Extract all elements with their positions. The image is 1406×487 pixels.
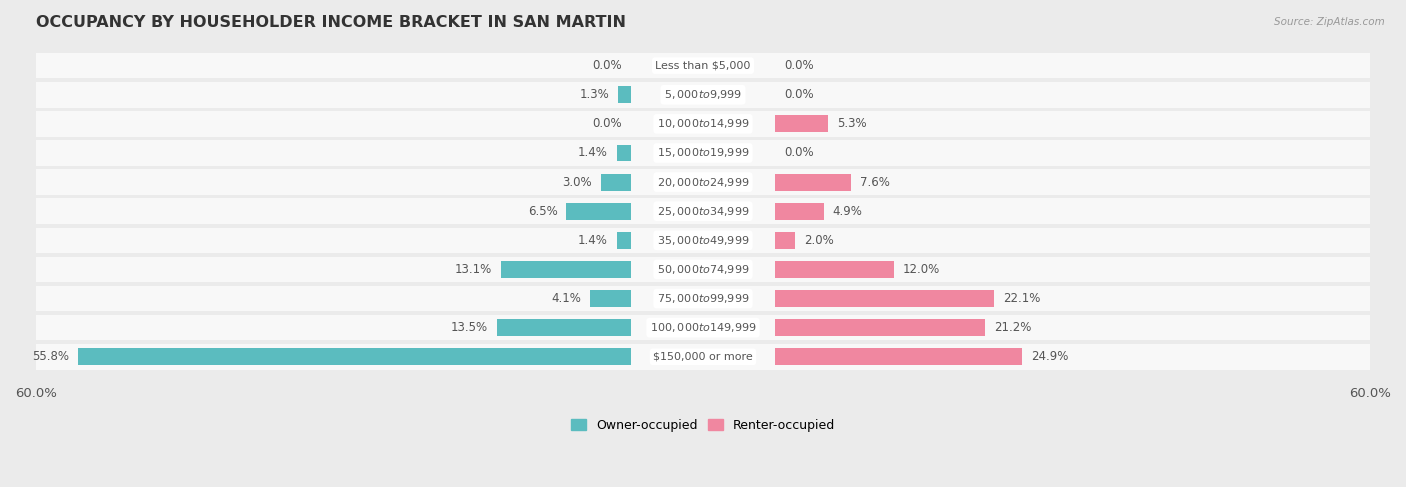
Text: 1.4%: 1.4% — [578, 147, 607, 159]
Text: 24.9%: 24.9% — [1031, 350, 1069, 363]
Bar — [37, 169, 1369, 195]
Bar — [617, 145, 631, 161]
Bar — [37, 286, 1369, 311]
Text: 7.6%: 7.6% — [859, 176, 890, 188]
Bar — [37, 53, 1369, 78]
Text: $50,000 to $74,999: $50,000 to $74,999 — [657, 263, 749, 276]
Text: OCCUPANCY BY HOUSEHOLDER INCOME BRACKET IN SAN MARTIN: OCCUPANCY BY HOUSEHOLDER INCOME BRACKET … — [37, 15, 626, 30]
Text: 1.4%: 1.4% — [578, 234, 607, 247]
Text: 21.2%: 21.2% — [994, 321, 1032, 334]
Bar — [600, 174, 631, 190]
Text: 0.0%: 0.0% — [785, 59, 814, 72]
Text: $15,000 to $19,999: $15,000 to $19,999 — [657, 147, 749, 159]
Text: 0.0%: 0.0% — [785, 147, 814, 159]
Bar — [77, 348, 631, 365]
Text: 0.0%: 0.0% — [785, 88, 814, 101]
Legend: Owner-occupied, Renter-occupied: Owner-occupied, Renter-occupied — [567, 413, 839, 437]
Text: 1.3%: 1.3% — [579, 88, 609, 101]
Text: $75,000 to $99,999: $75,000 to $99,999 — [657, 292, 749, 305]
Text: 2.0%: 2.0% — [804, 234, 834, 247]
Text: $10,000 to $14,999: $10,000 to $14,999 — [657, 117, 749, 131]
Bar — [37, 82, 1369, 108]
Bar — [567, 203, 631, 220]
Bar — [591, 290, 631, 307]
Bar — [775, 232, 794, 249]
Bar — [37, 344, 1369, 370]
Text: 4.1%: 4.1% — [551, 292, 581, 305]
Bar — [37, 111, 1369, 137]
Bar — [775, 348, 1022, 365]
Text: 5.3%: 5.3% — [837, 117, 866, 131]
Text: $35,000 to $49,999: $35,000 to $49,999 — [657, 234, 749, 247]
Text: Source: ZipAtlas.com: Source: ZipAtlas.com — [1274, 17, 1385, 27]
Text: 0.0%: 0.0% — [592, 59, 621, 72]
Bar — [37, 198, 1369, 224]
Bar — [501, 261, 631, 278]
Text: 22.1%: 22.1% — [1004, 292, 1040, 305]
Text: $100,000 to $149,999: $100,000 to $149,999 — [650, 321, 756, 334]
Text: $150,000 or more: $150,000 or more — [654, 352, 752, 362]
Bar — [775, 290, 994, 307]
Text: 12.0%: 12.0% — [903, 263, 941, 276]
Text: $25,000 to $34,999: $25,000 to $34,999 — [657, 205, 749, 218]
Text: 55.8%: 55.8% — [32, 350, 69, 363]
Text: 4.9%: 4.9% — [832, 205, 863, 218]
Bar — [37, 227, 1369, 253]
Bar — [617, 232, 631, 249]
Bar — [775, 115, 828, 132]
Text: 13.5%: 13.5% — [451, 321, 488, 334]
Text: 0.0%: 0.0% — [592, 117, 621, 131]
Bar — [496, 319, 631, 336]
Bar — [37, 315, 1369, 340]
Text: $5,000 to $9,999: $5,000 to $9,999 — [664, 88, 742, 101]
Text: 6.5%: 6.5% — [527, 205, 557, 218]
Bar — [775, 174, 851, 190]
Bar — [617, 86, 631, 103]
Text: 13.1%: 13.1% — [454, 263, 492, 276]
Bar — [37, 140, 1369, 166]
Bar — [775, 203, 824, 220]
Text: 3.0%: 3.0% — [562, 176, 592, 188]
Bar — [775, 319, 986, 336]
Bar — [37, 257, 1369, 282]
Text: Less than $5,000: Less than $5,000 — [655, 61, 751, 71]
Bar — [775, 261, 894, 278]
Text: $20,000 to $24,999: $20,000 to $24,999 — [657, 176, 749, 188]
